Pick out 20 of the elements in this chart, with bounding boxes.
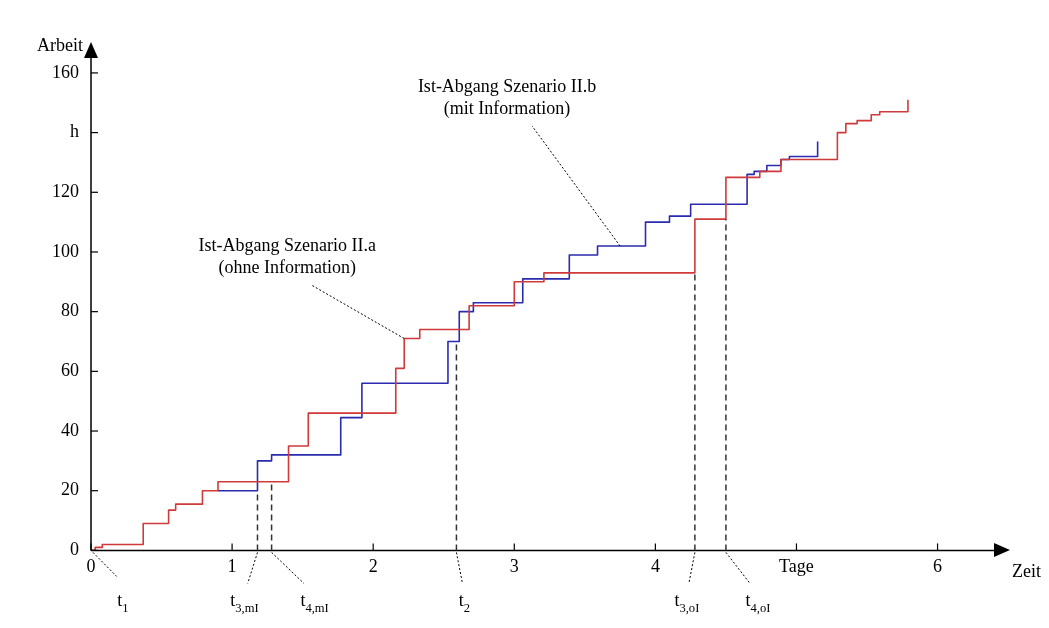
y-tick-label: 100 (52, 240, 79, 261)
x-tick-label: 0 (86, 555, 96, 576)
y-tick-label: 40 (61, 419, 79, 440)
x-tick-label: 2 (368, 555, 378, 576)
x-tick-label: 1 (227, 555, 237, 576)
annotation: Ist-Abgang Szenario II.b (mit Information) (417, 75, 597, 119)
annotation: Ist-Abgang Szenario II.a (ohne Information) (198, 235, 376, 279)
y-tick-label: h (70, 121, 79, 142)
x-tick-label: Tage (779, 555, 814, 576)
y-axis-title: Arbeit (37, 34, 83, 55)
y-tick-label: 160 (52, 61, 79, 82)
y-tick-label: 80 (61, 300, 79, 321)
y-tick-label: 20 (61, 479, 79, 500)
x-tick-label: 3 (509, 555, 519, 576)
y-tick-label: 0 (70, 539, 79, 560)
y-tick-label: 60 (61, 360, 79, 381)
x-tick-label: 6 (933, 555, 943, 576)
y-tick-label: 120 (52, 181, 79, 202)
x-tick-label: 4 (650, 555, 660, 576)
x-axis-title: Zeit (1012, 561, 1041, 582)
